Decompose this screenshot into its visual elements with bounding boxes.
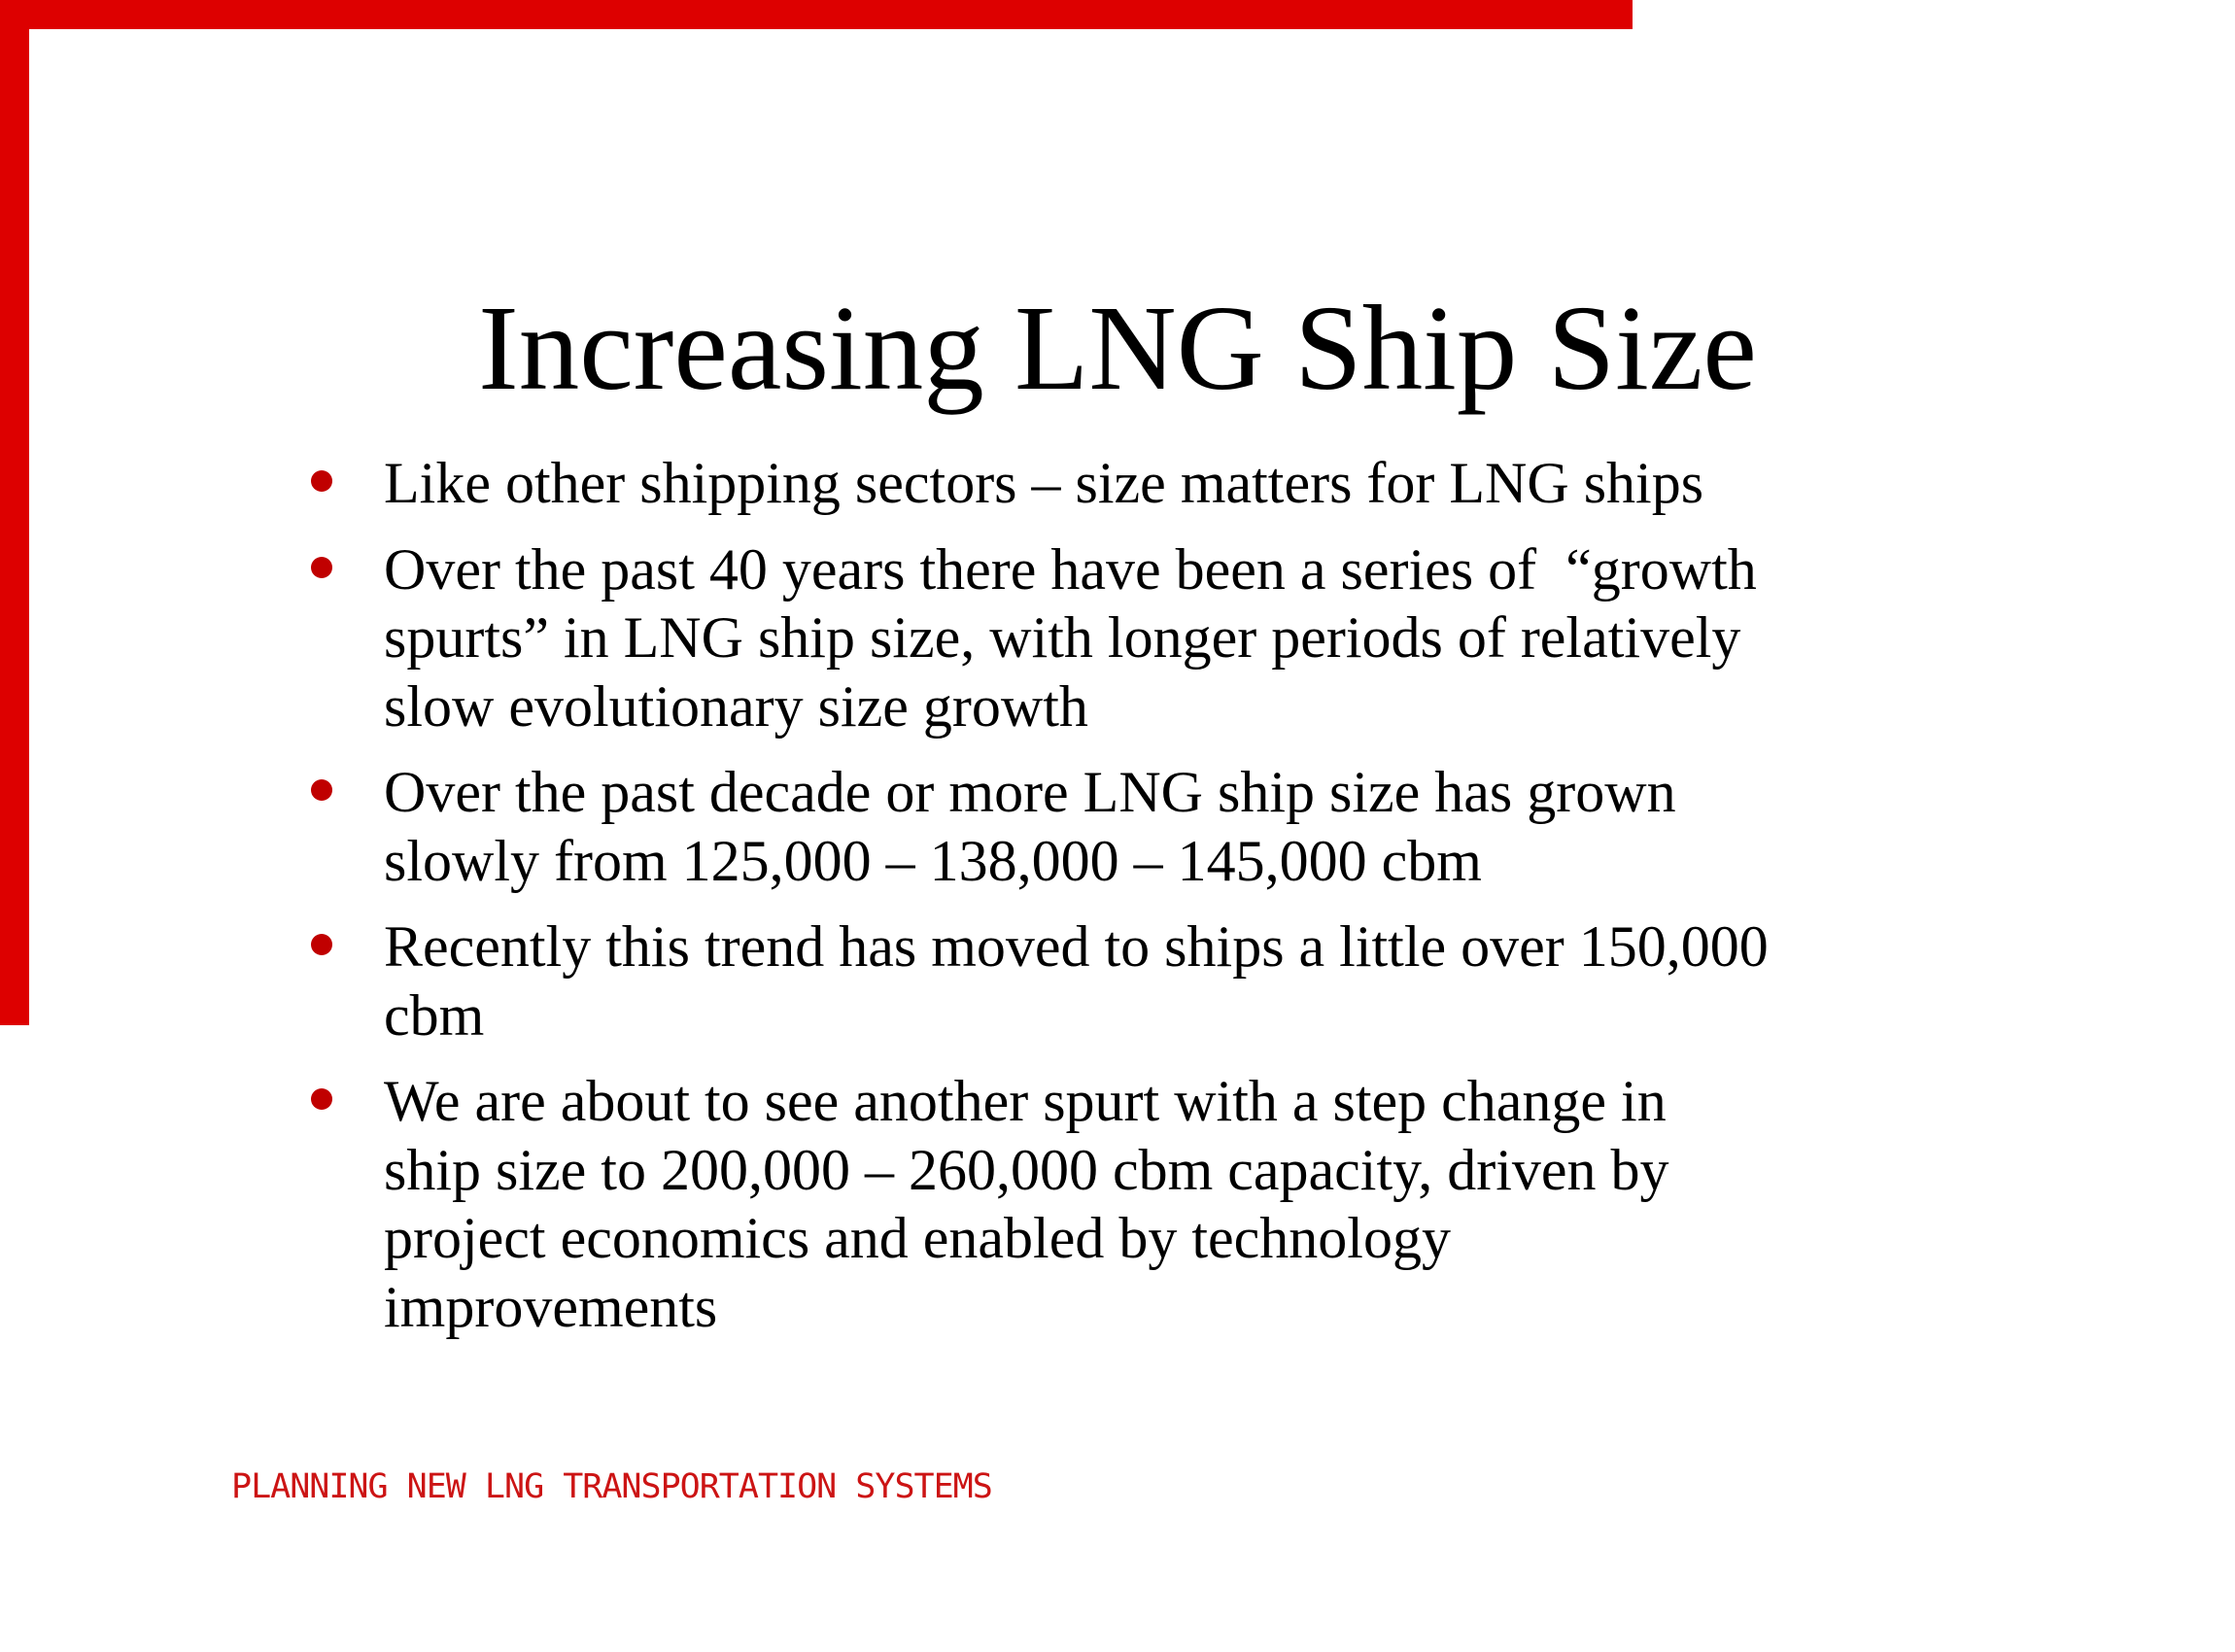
bullet-icon xyxy=(311,556,332,578)
bullet-line: slowly from 125,000 – 138,000 – 145,000 … xyxy=(384,828,1482,893)
bullet-line: slow evolutionary size growth xyxy=(384,673,1088,739)
footer-text: PLANNING NEW LNG TRANSPORTATION SYSTEMS xyxy=(231,1467,993,1506)
bullet-line: We are about to see another spurt with a… xyxy=(384,1069,1667,1133)
bullet-item: We are about to see another spurt with a… xyxy=(311,1067,2021,1341)
bullet-line: ship size to 200,000 – 260,000 cbm capac… xyxy=(384,1137,1669,1202)
left-accent-bar xyxy=(0,0,29,1025)
top-accent-bar xyxy=(0,0,1633,29)
bullet-line: cbm xyxy=(384,982,485,1048)
bullet-icon xyxy=(311,470,332,492)
bullet-line: Over the past decade or more LNG ship si… xyxy=(384,760,1676,824)
bullet-line: Over the past 40 years there have been a… xyxy=(384,536,1757,602)
bullet-icon xyxy=(311,1088,332,1110)
bullet-line: spurts” in LNG ship size, with longer pe… xyxy=(384,605,1741,670)
bullet-icon xyxy=(311,934,332,955)
bullet-item: Over the past decade or more LNG ship si… xyxy=(311,758,2021,895)
bullet-item: Like other shipping sectors – size matte… xyxy=(311,449,2021,518)
bullet-item: Recently this trend has moved to ships a… xyxy=(311,912,2021,1050)
bullet-line: Recently this trend has moved to ships a… xyxy=(384,914,1769,979)
bullet-line: improvements xyxy=(384,1274,718,1339)
bullet-icon xyxy=(311,779,332,801)
bullet-list: Like other shipping sectors – size matte… xyxy=(311,449,2021,1341)
bullet-line: Like other shipping sectors – size matte… xyxy=(384,451,1704,515)
slide-title: Increasing LNG Ship Size xyxy=(478,281,1757,416)
bullet-line: project economics and enabled by technol… xyxy=(384,1206,1451,1270)
bullet-item: Over the past 40 years there have been a… xyxy=(311,535,2021,741)
